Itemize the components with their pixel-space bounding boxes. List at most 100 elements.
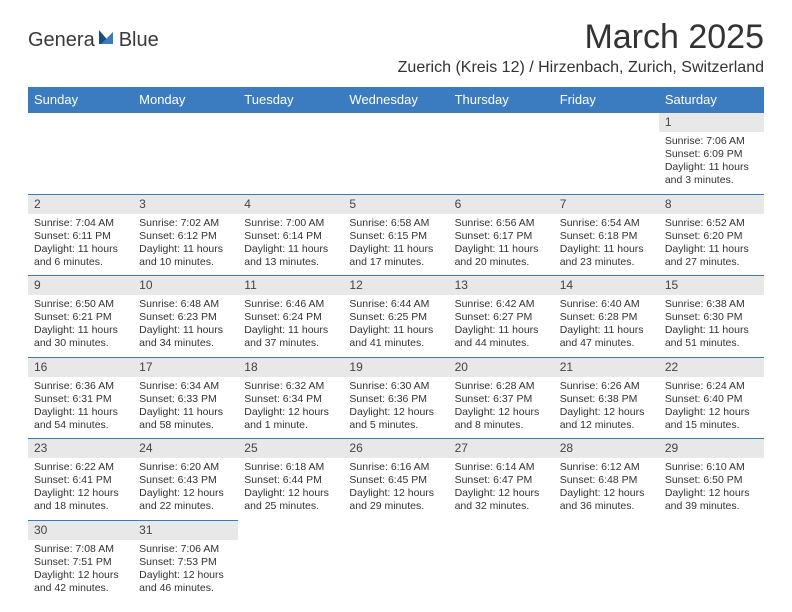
day-content-cell: Sunrise: 6:48 AMSunset: 6:23 PMDaylight:… xyxy=(133,295,238,357)
daylight-text: Daylight: 11 hours and 17 minutes. xyxy=(349,243,442,269)
day-number-cell xyxy=(238,113,343,133)
daylight-text: Daylight: 12 hours and 8 minutes. xyxy=(455,406,548,432)
sunset-text: Sunset: 6:50 PM xyxy=(665,474,758,487)
sunset-text: Sunset: 7:51 PM xyxy=(34,556,127,569)
day-content-cell: Sunrise: 6:40 AMSunset: 6:28 PMDaylight:… xyxy=(554,295,659,357)
sunset-text: Sunset: 6:23 PM xyxy=(139,311,232,324)
daylight-text: Daylight: 11 hours and 6 minutes. xyxy=(34,243,127,269)
sunset-text: Sunset: 6:38 PM xyxy=(560,393,653,406)
day-number-cell: 13 xyxy=(449,276,554,296)
sunset-text: Sunset: 6:20 PM xyxy=(665,230,758,243)
weekday-header: Sunday xyxy=(28,87,133,113)
day-number-cell: 23 xyxy=(28,439,133,459)
daylight-text: Daylight: 11 hours and 30 minutes. xyxy=(34,324,127,350)
day-content-cell: Sunrise: 6:54 AMSunset: 6:18 PMDaylight:… xyxy=(554,214,659,276)
day-number-cell xyxy=(449,113,554,133)
day-number-cell xyxy=(554,113,659,133)
logo-sail-icon xyxy=(97,28,117,53)
sunrise-text: Sunrise: 6:56 AM xyxy=(455,217,548,230)
day-content-row: Sunrise: 6:22 AMSunset: 6:41 PM Daylight:… xyxy=(28,458,764,520)
day-content-cell: Sunrise: 7:04 AMSunset: 6:11 PMDaylight:… xyxy=(28,214,133,276)
day-content-cell: Sunrise: 6:46 AMSunset: 6:24 PMDaylight:… xyxy=(238,295,343,357)
sunset-text: Sunset: 6:14 PM xyxy=(244,230,337,243)
day-content-row: Sunrise: 7:08 AMSunset: 7:51 PM Daylight:… xyxy=(28,540,764,602)
day-number-cell: 16 xyxy=(28,357,133,377)
weekday-header: Wednesday xyxy=(343,87,448,113)
daylight-text: Daylight: 12 hours and 46 minutes. xyxy=(139,569,232,595)
day-number-cell: 24 xyxy=(133,439,238,459)
day-content-cell: Sunrise: 6:12 AMSunset: 6:48 PMDaylight:… xyxy=(554,458,659,520)
weekday-header: Saturday xyxy=(659,87,764,113)
day-number-cell xyxy=(28,113,133,133)
day-number-cell: 4 xyxy=(238,194,343,214)
sunrise-text: Sunrise: 6:44 AM xyxy=(349,298,442,311)
daylight-text: Daylight: 11 hours and 34 minutes. xyxy=(139,324,232,350)
day-content-cell: Sunrise: 6:26 AMSunset: 6:38 PMDaylight:… xyxy=(554,377,659,439)
sunrise-text: Sunrise: 6:32 AM xyxy=(244,380,337,393)
sunrise-text: Sunrise: 6:54 AM xyxy=(560,217,653,230)
day-content-cell xyxy=(554,540,659,602)
sunset-text: Sunset: 6:41 PM xyxy=(34,474,127,487)
day-number-cell: 12 xyxy=(343,276,448,296)
calendar-table: SundayMondayTuesdayWednesdayThursdayFrid… xyxy=(28,87,764,601)
sunrise-text: Sunrise: 6:20 AM xyxy=(139,461,232,474)
weekday-header: Friday xyxy=(554,87,659,113)
sunrise-text: Sunrise: 6:34 AM xyxy=(139,380,232,393)
day-content-cell: Sunrise: 6:56 AMSunset: 6:17 PMDaylight:… xyxy=(449,214,554,276)
daylight-text: Daylight: 12 hours and 15 minutes. xyxy=(665,406,758,432)
sunset-text: Sunset: 6:28 PM xyxy=(560,311,653,324)
daylight-text: Daylight: 12 hours and 29 minutes. xyxy=(349,487,442,513)
daylight-text: Daylight: 11 hours and 54 minutes. xyxy=(34,406,127,432)
day-content-cell xyxy=(28,132,133,194)
logo-text-1: Genera xyxy=(28,29,95,52)
day-number-row: 23242526272829 xyxy=(28,439,764,459)
day-number-row: 1 xyxy=(28,113,764,133)
day-number-row: 16171819202122 xyxy=(28,357,764,377)
daylight-text: Daylight: 11 hours and 13 minutes. xyxy=(244,243,337,269)
sunset-text: Sunset: 6:17 PM xyxy=(455,230,548,243)
day-number-cell xyxy=(343,113,448,133)
sunset-text: Sunset: 6:33 PM xyxy=(139,393,232,406)
sunset-text: Sunset: 6:31 PM xyxy=(34,393,127,406)
sunset-text: Sunset: 6:37 PM xyxy=(455,393,548,406)
day-content-cell: Sunrise: 7:06 AMSunset: 6:09 PMDaylight:… xyxy=(659,132,764,194)
sunrise-text: Sunrise: 6:58 AM xyxy=(349,217,442,230)
day-number-cell: 26 xyxy=(343,439,448,459)
day-number-cell: 30 xyxy=(28,520,133,540)
sunrise-text: Sunrise: 7:08 AM xyxy=(34,543,127,556)
day-number-cell: 3 xyxy=(133,194,238,214)
daylight-text: Daylight: 11 hours and 37 minutes. xyxy=(244,324,337,350)
sunset-text: Sunset: 6:09 PM xyxy=(665,148,758,161)
day-content-cell: Sunrise: 6:58 AMSunset: 6:15 PMDaylight:… xyxy=(343,214,448,276)
day-content-cell: Sunrise: 6:20 AMSunset: 6:43 PMDaylight:… xyxy=(133,458,238,520)
day-content-cell: Sunrise: 7:02 AMSunset: 6:12 PMDaylight:… xyxy=(133,214,238,276)
location: Zuerich (Kreis 12) / Hirzenbach, Zurich,… xyxy=(398,59,764,77)
logo: Genera Blue xyxy=(28,28,159,53)
daylight-text: Daylight: 11 hours and 41 minutes. xyxy=(349,324,442,350)
day-content-row: Sunrise: 7:06 AMSunset: 6:09 PMDaylight:… xyxy=(28,132,764,194)
sunset-text: Sunset: 6:30 PM xyxy=(665,311,758,324)
sunset-text: Sunset: 6:25 PM xyxy=(349,311,442,324)
sunrise-text: Sunrise: 6:18 AM xyxy=(244,461,337,474)
sunrise-text: Sunrise: 7:06 AM xyxy=(139,543,232,556)
daylight-text: Daylight: 11 hours and 58 minutes. xyxy=(139,406,232,432)
day-number-cell: 7 xyxy=(554,194,659,214)
day-number-cell: 6 xyxy=(449,194,554,214)
sunrise-text: Sunrise: 7:04 AM xyxy=(34,217,127,230)
daylight-text: Daylight: 11 hours and 27 minutes. xyxy=(665,243,758,269)
sunrise-text: Sunrise: 6:52 AM xyxy=(665,217,758,230)
weekday-header: Thursday xyxy=(449,87,554,113)
day-number-row: 3031 xyxy=(28,520,764,540)
day-number-cell: 8 xyxy=(659,194,764,214)
day-number-cell: 14 xyxy=(554,276,659,296)
day-content-cell xyxy=(554,132,659,194)
day-number-cell xyxy=(133,113,238,133)
sunrise-text: Sunrise: 6:22 AM xyxy=(34,461,127,474)
day-number-cell: 29 xyxy=(659,439,764,459)
sunrise-text: Sunrise: 6:24 AM xyxy=(665,380,758,393)
day-content-cell: Sunrise: 6:38 AMSunset: 6:30 PMDaylight:… xyxy=(659,295,764,357)
day-number-cell: 17 xyxy=(133,357,238,377)
daylight-text: Daylight: 12 hours and 39 minutes. xyxy=(665,487,758,513)
day-content-cell xyxy=(449,540,554,602)
day-number-cell: 28 xyxy=(554,439,659,459)
